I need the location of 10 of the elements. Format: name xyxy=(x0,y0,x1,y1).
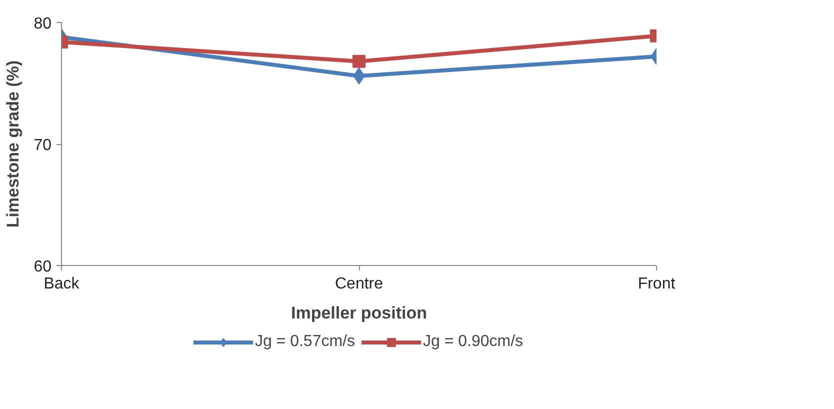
x-tick-label: Back xyxy=(44,276,80,292)
legend-label: Jg = 0.90cm/s xyxy=(423,333,524,351)
y-tick-label: 70 xyxy=(34,137,52,154)
x-tick-label: Centre xyxy=(334,276,384,292)
y-tick-label: 80 xyxy=(34,16,52,32)
legend-label: Jg = 0.57cm/s xyxy=(254,333,355,351)
y-tick-label: 60 xyxy=(34,258,52,276)
x-axis-title: Impeller position xyxy=(290,304,428,322)
y-axis-title: Limestone grade (%) xyxy=(4,60,23,228)
x-tick-label: Front xyxy=(638,276,676,292)
